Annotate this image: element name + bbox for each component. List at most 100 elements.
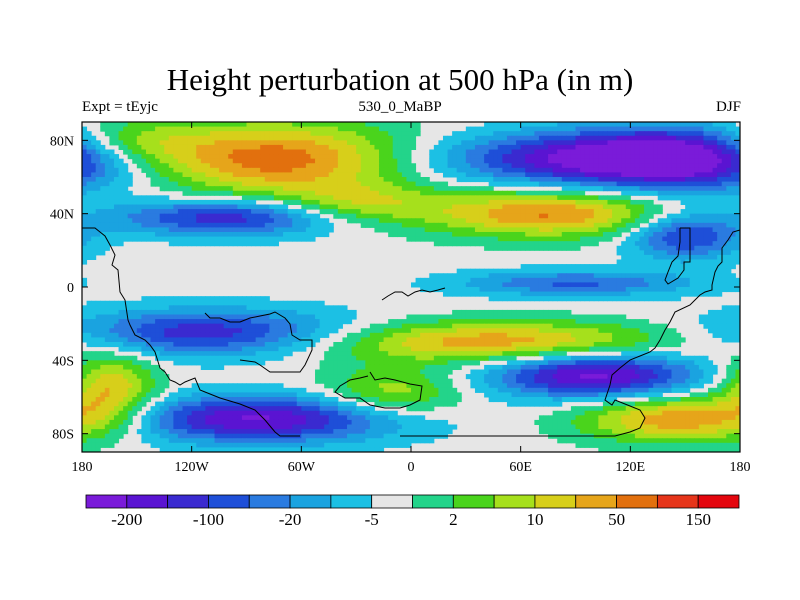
- field-cell: [424, 287, 430, 293]
- field-cell: [255, 309, 261, 315]
- field-cell: [506, 144, 513, 150]
- field-cell: [566, 309, 572, 315]
- field-cell: [516, 323, 522, 329]
- field-cell: [383, 172, 389, 178]
- field-cell: [552, 163, 558, 169]
- field-cell: [278, 158, 284, 164]
- field-cell: [602, 323, 608, 329]
- field-cell: [392, 135, 398, 141]
- field-cell: [657, 177, 663, 183]
- field-cell: [520, 158, 526, 164]
- field-cell: [694, 268, 700, 274]
- field-cell: [689, 209, 695, 215]
- field-cell: [630, 259, 636, 265]
- field-cell: [442, 186, 449, 192]
- field-cell: [648, 209, 654, 215]
- field-cell: [196, 332, 202, 338]
- field-cell: [452, 199, 458, 205]
- field-cell: [506, 172, 513, 178]
- field-cell: [694, 172, 700, 178]
- field-cell: [506, 222, 513, 228]
- field-cell: [219, 172, 225, 178]
- field-cell: [676, 163, 682, 169]
- field-cell: [497, 241, 503, 247]
- field-cell: [730, 218, 736, 224]
- field-cell: [543, 122, 549, 128]
- field-cell: [634, 277, 640, 283]
- field-cell: [717, 282, 723, 288]
- field-cell: [666, 250, 672, 256]
- field-cell: [612, 177, 618, 183]
- field-cell: [411, 122, 417, 128]
- field-cell: [177, 332, 184, 338]
- field-cell: [118, 122, 124, 128]
- field-cell: [118, 213, 124, 219]
- field-cell: [712, 323, 718, 329]
- field-cell: [264, 213, 270, 219]
- field-cell: [694, 259, 700, 265]
- field-cell: [502, 241, 508, 247]
- field-cell: [602, 264, 608, 270]
- field-cell: [657, 287, 663, 293]
- field-cell: [136, 236, 142, 242]
- field-cell: [726, 227, 732, 233]
- field-cell: [516, 131, 522, 137]
- field-cell: [561, 144, 567, 150]
- field-cell: [607, 296, 613, 302]
- field-cell: [671, 163, 677, 169]
- field-cell: [401, 204, 407, 210]
- field-cell: [479, 190, 485, 196]
- field-cell: [689, 273, 695, 279]
- field-cell: [141, 305, 147, 311]
- field-cell: [593, 323, 599, 329]
- field-cell: [86, 195, 92, 201]
- field-cell: [666, 232, 672, 238]
- field-cell: [474, 144, 481, 150]
- field-cell: [164, 309, 170, 315]
- field-cell: [342, 158, 348, 164]
- field-cell: [497, 172, 503, 178]
- field-cell: [228, 305, 234, 311]
- field-cell: [653, 126, 659, 132]
- field-cell: [621, 209, 627, 215]
- field-cell: [214, 140, 220, 146]
- field-cell: [232, 213, 238, 219]
- field-cell: [392, 319, 398, 325]
- field-cell: [703, 232, 709, 238]
- field-cell: [676, 245, 682, 251]
- field-cell: [575, 181, 581, 187]
- field-cell: [187, 122, 193, 128]
- field-cell: [433, 323, 439, 329]
- field-cell: [717, 250, 723, 256]
- field-cell: [255, 323, 261, 329]
- field-cell: [721, 277, 727, 283]
- field-cell: [589, 227, 595, 233]
- field-cell: [493, 144, 499, 150]
- field-cell: [644, 296, 650, 302]
- field-cell: [337, 149, 343, 155]
- field-cell: [205, 328, 211, 334]
- field-cell: [383, 122, 389, 128]
- field-cell: [456, 172, 462, 178]
- field-cell: [292, 140, 298, 146]
- field-cell: [616, 213, 622, 219]
- field-cell: [187, 305, 193, 311]
- field-cell: [616, 158, 622, 164]
- field-cell: [310, 163, 316, 169]
- field-cell: [319, 177, 325, 183]
- field-cell: [516, 245, 522, 251]
- field-cell: [506, 135, 513, 141]
- field-cell: [315, 199, 321, 205]
- field-cell: [177, 149, 184, 155]
- field-cell: [292, 314, 298, 320]
- field-cell: [493, 222, 499, 228]
- field-cell: [177, 186, 184, 192]
- field-cell: [525, 149, 531, 155]
- field-cell: [104, 314, 110, 320]
- field-cell: [337, 199, 343, 205]
- field-cell: [223, 126, 229, 132]
- field-cell: [506, 195, 513, 201]
- field-cell: [113, 314, 120, 320]
- field-cell: [246, 163, 252, 169]
- field-cell: [634, 149, 640, 155]
